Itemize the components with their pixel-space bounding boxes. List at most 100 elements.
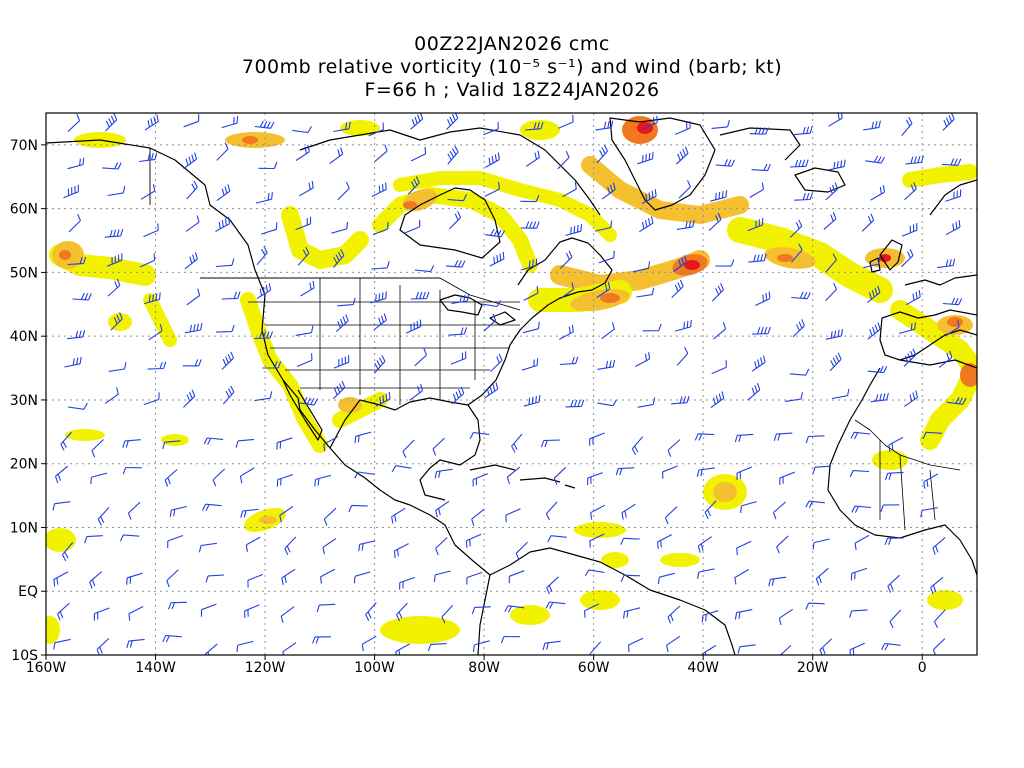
wind-barb bbox=[678, 180, 691, 199]
wind-barb bbox=[662, 465, 678, 479]
wind-barb bbox=[162, 634, 182, 643]
wind-barb bbox=[162, 440, 181, 450]
wind-barb bbox=[295, 144, 310, 161]
vorticity-shading bbox=[46, 116, 977, 644]
wind-barb bbox=[166, 569, 179, 588]
vorticity-blob bbox=[46, 616, 60, 644]
wind-barb bbox=[715, 259, 735, 267]
wind-barb bbox=[667, 605, 681, 624]
wind-barb bbox=[525, 150, 540, 167]
wind-barb bbox=[945, 189, 962, 202]
lat-tick-label: 20N bbox=[10, 457, 38, 473]
wind-barb bbox=[395, 643, 411, 655]
wind-barb bbox=[414, 265, 435, 273]
wind-barb bbox=[373, 313, 387, 331]
wind-barb bbox=[441, 604, 454, 624]
wind-barb bbox=[410, 146, 427, 162]
wind-barb bbox=[122, 439, 141, 448]
wind-barb bbox=[942, 297, 963, 306]
wind-barb bbox=[946, 396, 967, 405]
wind-barb bbox=[203, 437, 224, 445]
lon-tick-label: 100W bbox=[354, 660, 395, 676]
wind-barb bbox=[448, 211, 462, 230]
wind-barb bbox=[53, 638, 71, 650]
vorticity-blob bbox=[46, 528, 76, 552]
wind-barb bbox=[216, 184, 231, 202]
wind-barb bbox=[164, 468, 178, 487]
wind-barb bbox=[815, 567, 829, 586]
wind-barb bbox=[236, 640, 254, 653]
wind-barb bbox=[596, 144, 608, 164]
wind-barb bbox=[368, 122, 384, 137]
wind-barb bbox=[805, 602, 825, 610]
vorticity-blob bbox=[520, 120, 560, 140]
wind-barb bbox=[96, 638, 110, 655]
wind-barb bbox=[410, 113, 424, 130]
wind-barb bbox=[104, 387, 119, 404]
wind-barb bbox=[752, 326, 771, 335]
wind-barb bbox=[751, 163, 771, 172]
wind-barb bbox=[942, 113, 955, 131]
wind-barb bbox=[322, 537, 337, 555]
wind-barb bbox=[749, 182, 765, 198]
wind-barb bbox=[589, 432, 605, 446]
wind-barb bbox=[937, 258, 956, 269]
wind-barb bbox=[708, 212, 722, 231]
wind-barb bbox=[867, 322, 881, 340]
wind-barb bbox=[335, 314, 349, 333]
vorticity-blob bbox=[574, 522, 626, 538]
wind-barb bbox=[256, 246, 268, 266]
wind-barb bbox=[601, 322, 615, 340]
wind-barb bbox=[484, 182, 500, 197]
wind-barb bbox=[299, 180, 314, 197]
lat-tick-label: 70N bbox=[10, 138, 38, 154]
wind-barb bbox=[337, 297, 356, 307]
wind-barb bbox=[205, 574, 225, 583]
vorticity-band bbox=[393, 171, 617, 242]
lat-tick-label: 50N bbox=[10, 265, 38, 281]
wind-barb bbox=[371, 182, 387, 197]
wind-barb bbox=[314, 474, 332, 487]
wind-barb bbox=[511, 433, 523, 453]
wind-barb bbox=[595, 120, 614, 131]
wind-barb bbox=[676, 219, 695, 230]
wind-barb bbox=[469, 432, 490, 440]
wind-barb bbox=[393, 543, 409, 558]
wind-barb bbox=[262, 361, 282, 369]
wind-barb bbox=[215, 324, 235, 333]
wind-barb bbox=[97, 507, 110, 526]
wind-barb bbox=[374, 144, 388, 162]
wind-barb bbox=[67, 113, 81, 133]
wind-barb bbox=[68, 213, 82, 233]
wind-barb bbox=[546, 576, 559, 595]
vorticity-blob bbox=[580, 590, 620, 610]
wind-barb bbox=[127, 501, 141, 520]
wind-barb bbox=[198, 542, 217, 553]
wind-barb bbox=[337, 181, 350, 201]
wind-barb bbox=[642, 115, 658, 130]
wind-barb bbox=[595, 220, 613, 232]
wind-barb bbox=[53, 571, 69, 587]
wind-barb bbox=[435, 500, 450, 518]
wind-barb bbox=[635, 352, 651, 367]
wind-barb bbox=[865, 155, 886, 164]
africa-borders bbox=[854, 419, 961, 531]
wind-barb bbox=[694, 433, 715, 441]
wind-barb bbox=[632, 261, 651, 273]
wind-barb bbox=[139, 253, 156, 268]
wind-barb bbox=[520, 194, 540, 203]
wind-barb bbox=[485, 152, 500, 168]
wind-barb bbox=[221, 116, 239, 129]
lon-tick-label: 60W bbox=[578, 660, 610, 676]
wind-barb bbox=[710, 190, 728, 202]
wind-barb bbox=[332, 249, 345, 268]
wind-barb bbox=[505, 508, 521, 523]
wind-barb bbox=[333, 121, 351, 133]
wind-barb bbox=[451, 386, 465, 405]
wind-barb bbox=[623, 607, 641, 619]
wind-barb bbox=[559, 324, 574, 340]
wind-barb bbox=[148, 323, 163, 341]
wind-barb bbox=[139, 152, 158, 163]
wind-barb bbox=[584, 569, 605, 577]
